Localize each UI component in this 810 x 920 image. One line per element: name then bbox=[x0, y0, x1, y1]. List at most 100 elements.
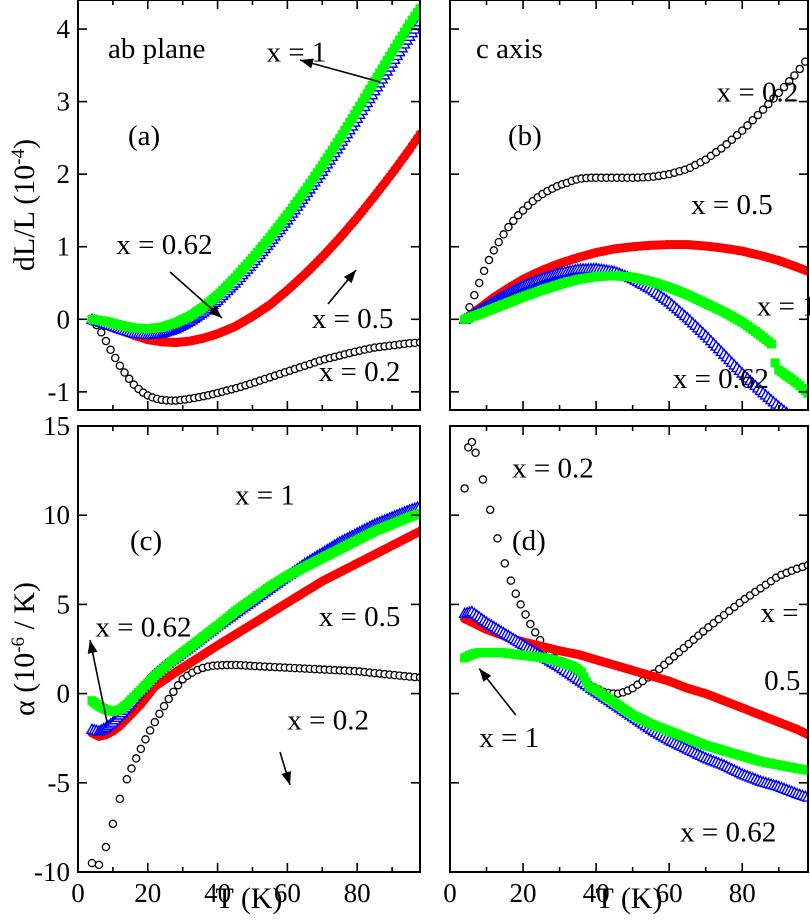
data-point bbox=[485, 505, 495, 515]
data-point bbox=[108, 819, 118, 829]
data-point bbox=[500, 559, 510, 568]
data-point bbox=[790, 71, 799, 80]
panel-label: (b) bbox=[508, 120, 542, 152]
data-point bbox=[803, 266, 808, 276]
series-group bbox=[458, 437, 808, 802]
panel-label: (a) bbox=[128, 120, 160, 152]
series-x-0-5 bbox=[460, 239, 808, 324]
series-annotation: x = 0.62 bbox=[116, 229, 212, 261]
y-tick-label: 1 bbox=[57, 232, 71, 262]
series-annotation: x = 0.2 bbox=[512, 453, 594, 485]
data-point bbox=[127, 764, 136, 773]
data-point bbox=[732, 130, 742, 140]
data-point bbox=[124, 374, 134, 384]
series-annotation: x = 1 bbox=[757, 291, 810, 323]
y-tick-label: -1 bbox=[48, 377, 71, 407]
data-point bbox=[774, 88, 784, 98]
data-point bbox=[415, 526, 420, 536]
data-point bbox=[795, 64, 805, 74]
y-axis-label: dL/L (10-4) bbox=[8, 139, 42, 271]
data-point bbox=[727, 135, 737, 144]
data-point bbox=[101, 336, 111, 346]
data-point bbox=[110, 353, 120, 363]
series-x-1 bbox=[87, 508, 420, 716]
series-group bbox=[85, 4, 420, 405]
data-point bbox=[509, 216, 518, 226]
panel-a: -1 0 1 2 3 4 dL/L (10-4) (a) ab plane x = 1 x = 0.… bbox=[8, 0, 421, 411]
series-annotation: x = 0.62 bbox=[680, 817, 776, 849]
x-axis-label: T (K) bbox=[216, 882, 283, 915]
data-point bbox=[413, 499, 420, 511]
data-point bbox=[159, 701, 169, 711]
data-point bbox=[87, 858, 97, 868]
data-point bbox=[530, 628, 540, 637]
data-point bbox=[479, 266, 489, 276]
data-point bbox=[106, 345, 115, 355]
data-point bbox=[141, 735, 150, 744]
plot-frame bbox=[449, 425, 809, 873]
data-point bbox=[150, 717, 160, 727]
plot-frame bbox=[77, 425, 421, 873]
data-point bbox=[521, 610, 530, 619]
data-point bbox=[474, 278, 484, 288]
series-group bbox=[85, 499, 420, 870]
data-point bbox=[136, 744, 146, 754]
y-tick-label: -5 bbox=[48, 768, 71, 798]
series-annotation: x = 0.5 bbox=[691, 189, 773, 221]
x-tick-label: 20 bbox=[134, 878, 161, 908]
data-point bbox=[784, 77, 794, 86]
series-annotation: x = bbox=[761, 597, 799, 629]
data-point bbox=[504, 222, 513, 232]
data-point bbox=[803, 765, 808, 775]
data-point bbox=[471, 448, 480, 458]
panel-label: (d) bbox=[512, 525, 546, 557]
data-point bbox=[748, 116, 757, 125]
data-point bbox=[526, 619, 535, 629]
series-x-0-62 bbox=[85, 15, 420, 340]
data-point bbox=[415, 129, 420, 139]
y-tick-label: 4 bbox=[57, 14, 71, 44]
data-point bbox=[789, 414, 799, 423]
data-point bbox=[120, 368, 129, 377]
x-tick-label: 60 bbox=[274, 878, 301, 908]
series-annotation: x = 0.2 bbox=[287, 704, 369, 736]
annotation-arrow bbox=[299, 59, 381, 83]
data-point bbox=[489, 246, 499, 255]
data-point bbox=[145, 726, 155, 735]
data-point bbox=[506, 576, 516, 585]
data-point bbox=[798, 420, 808, 429]
series-x-0-2 bbox=[87, 660, 420, 870]
data-point bbox=[513, 211, 523, 220]
data-point bbox=[173, 681, 183, 690]
y-tick-label: 0 bbox=[57, 304, 71, 334]
data-point bbox=[122, 774, 132, 784]
data-point bbox=[787, 412, 797, 421]
series-x-0-2 bbox=[87, 315, 420, 405]
data-point bbox=[467, 437, 477, 447]
data-point bbox=[764, 99, 773, 109]
y-tick-label: -10 bbox=[34, 857, 70, 887]
data-point bbox=[803, 388, 808, 398]
series-annotation: 0.5 bbox=[764, 665, 800, 697]
y-tick-label: 5 bbox=[57, 589, 71, 619]
data-point bbox=[722, 140, 731, 149]
series-annotation: x = 0.5 bbox=[312, 303, 394, 335]
data-point bbox=[511, 589, 521, 598]
x-tick-label: 60 bbox=[656, 878, 683, 908]
y-tick-label: 15 bbox=[43, 411, 70, 441]
data-point bbox=[94, 860, 104, 870]
data-point bbox=[478, 475, 488, 484]
plot-frame bbox=[77, 0, 421, 411]
arrow-head bbox=[300, 58, 314, 69]
data-point bbox=[115, 794, 125, 804]
series-x-1 bbox=[87, 4, 420, 334]
data-point bbox=[169, 687, 178, 697]
series-annotation: x = 0.62 bbox=[95, 612, 191, 644]
x-axis-label: T (K) bbox=[596, 882, 663, 915]
arrow-head bbox=[343, 270, 356, 284]
y-axis-label: α (10-6 / K) bbox=[8, 582, 42, 716]
x-tick-label: 40 bbox=[204, 878, 231, 908]
data-point bbox=[516, 600, 525, 609]
data-point bbox=[792, 416, 802, 425]
data-point bbox=[753, 110, 763, 120]
